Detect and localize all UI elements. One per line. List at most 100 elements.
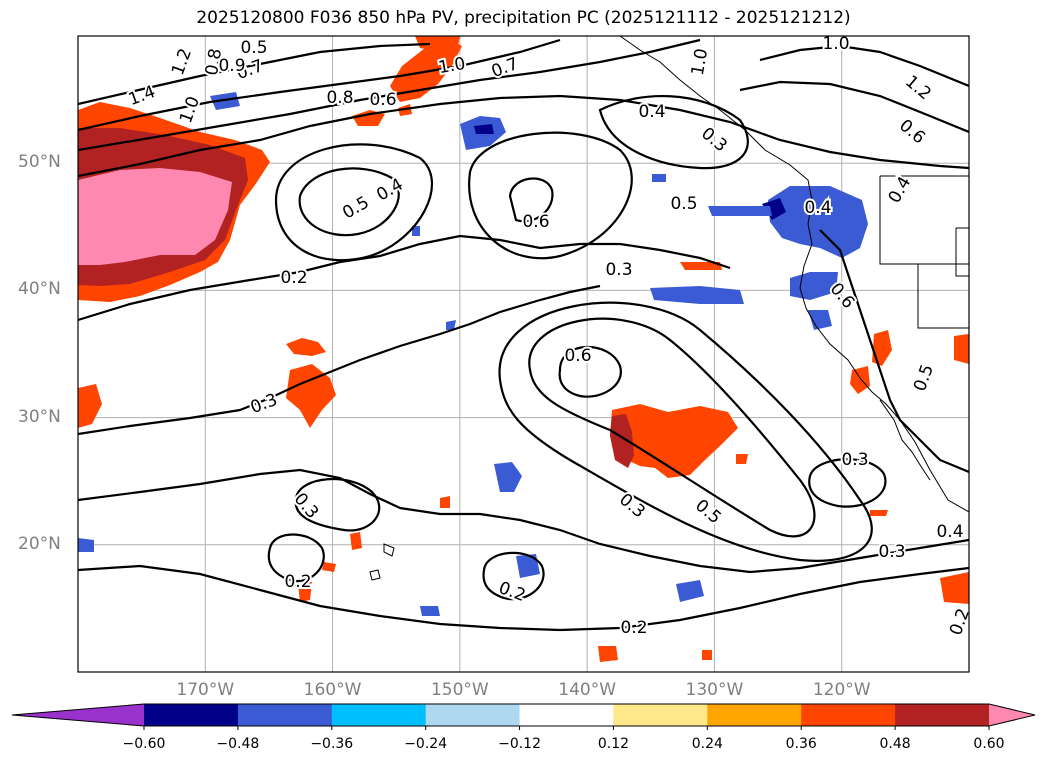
contour-small-south bbox=[482, 551, 545, 601]
contour-small-east bbox=[808, 458, 887, 508]
contour-label: 0.2 bbox=[280, 268, 307, 288]
contour-label: 0.9 bbox=[218, 56, 245, 76]
colorbar-tick-label: −0.60 bbox=[122, 736, 166, 752]
contour-sub-1 bbox=[558, 345, 622, 398]
contour-label: 0.3 bbox=[878, 542, 905, 562]
lon-tick-label: 140°W bbox=[558, 680, 617, 700]
state-border-3 bbox=[917, 264, 969, 329]
contour-label: 0.4 bbox=[936, 522, 963, 542]
contour-ne-1 bbox=[759, 44, 969, 88]
lon-tick-label: 150°W bbox=[430, 680, 489, 700]
neg-blob-small-3 bbox=[446, 320, 456, 330]
precip-shading-negative bbox=[78, 92, 868, 616]
precip-coast-4 bbox=[940, 572, 969, 604]
precip-blob-west-edge bbox=[78, 384, 102, 428]
contour-label: 0.4 bbox=[638, 102, 665, 122]
precip-small-6 bbox=[322, 562, 336, 572]
contour-label: 0.6 bbox=[369, 90, 396, 110]
colorbar-segment bbox=[425, 704, 521, 726]
colorbar-segment bbox=[144, 704, 239, 726]
colorbar-tick-label: 0.60 bbox=[973, 736, 1005, 752]
precip-coast-2 bbox=[850, 366, 870, 394]
contour-sub-4 bbox=[78, 468, 969, 574]
precip-small-5 bbox=[350, 532, 362, 550]
contour-ne-2 bbox=[739, 80, 969, 134]
precip-small-9 bbox=[702, 650, 712, 660]
contour-sub-5 bbox=[78, 564, 969, 632]
precip-blob-west-2 bbox=[286, 338, 326, 356]
lon-tick-label: 170°W bbox=[176, 680, 235, 700]
colorbar-segment bbox=[895, 704, 990, 726]
contour-label: 1.0 bbox=[822, 34, 849, 54]
neg-blob-ne-strip bbox=[708, 206, 772, 216]
coastline-mexico-gulf bbox=[879, 399, 931, 481]
contour-sub-3 bbox=[498, 301, 873, 562]
precip-small-10 bbox=[736, 454, 748, 464]
colorbar-segment bbox=[237, 704, 333, 726]
pv-contours bbox=[78, 38, 969, 632]
precip-small-8 bbox=[598, 646, 618, 662]
colorbar-extend-min bbox=[12, 704, 144, 726]
neg-blob-sub-3 bbox=[676, 580, 704, 602]
neg-blob-ne-core bbox=[762, 198, 786, 220]
contour-low-1 bbox=[298, 167, 400, 237]
contour-jet-1 bbox=[78, 42, 431, 106]
figure-title: 2025120800 F036 850 hPa PV, precipitatio… bbox=[196, 8, 851, 28]
contour-wave-2 bbox=[78, 284, 601, 436]
colorbar-tick-label: 0.36 bbox=[785, 736, 817, 752]
neg-blob-ne-outer bbox=[768, 186, 868, 258]
neg-blob-small-2 bbox=[412, 226, 420, 236]
lon-tick-label: 130°W bbox=[685, 680, 744, 700]
colorbar-extend-max bbox=[989, 704, 1035, 726]
coastlines bbox=[369, 36, 969, 581]
neg-blob-sub-4 bbox=[420, 606, 440, 616]
colorbar-segment bbox=[613, 704, 708, 726]
neg-blob-north-1-core bbox=[474, 124, 494, 134]
contour-sub-2 bbox=[528, 317, 816, 538]
contour-label: 0.5 bbox=[670, 194, 697, 214]
colorbar-segment bbox=[519, 704, 614, 726]
precip-coast-3 bbox=[954, 334, 969, 364]
contour-wave-1 bbox=[78, 234, 731, 322]
contour-jet-3 bbox=[78, 38, 701, 152]
precip-blob-west-1 bbox=[286, 364, 336, 428]
neg-blob-mid-1 bbox=[650, 286, 744, 304]
colorbar-tick-label: 0.24 bbox=[691, 736, 723, 752]
contour-label: 0.2 bbox=[620, 618, 647, 638]
lat-tick-label: 50°N bbox=[18, 152, 61, 173]
lat-tick-label: 30°N bbox=[18, 406, 61, 427]
contour-low-2 bbox=[274, 143, 433, 262]
lat-tick-label: 20°N bbox=[18, 533, 61, 554]
precip-small-11 bbox=[870, 510, 888, 516]
precip-blob-central-core bbox=[610, 414, 634, 468]
precip-small-3 bbox=[680, 262, 722, 270]
contour-label: 1.0 bbox=[688, 47, 712, 77]
contour-label: 0.5 bbox=[240, 38, 267, 58]
lon-tick-label: 120°W bbox=[812, 680, 871, 700]
contour-label: 0.6 bbox=[564, 346, 591, 366]
colorbar-tick-label: 0.12 bbox=[597, 736, 630, 752]
island-hawaii-2 bbox=[383, 543, 395, 557]
precip-blob-north-top bbox=[415, 36, 460, 52]
precip-coast-1 bbox=[872, 330, 892, 366]
colorbar-tick-label: −0.24 bbox=[404, 736, 448, 752]
contour-label: 0.3 bbox=[841, 450, 868, 470]
neg-blob-north-2 bbox=[210, 92, 240, 110]
contour-label: 0.4 bbox=[804, 198, 831, 218]
colorbar-segment bbox=[331, 704, 427, 726]
colorbar-tick-label: −0.48 bbox=[216, 736, 260, 752]
island-hawaii-1 bbox=[369, 569, 381, 581]
contour-small-west bbox=[294, 477, 381, 532]
contour-coast-1 bbox=[598, 94, 749, 170]
precip-shading-positive bbox=[78, 36, 969, 662]
contour-jet-2 bbox=[78, 38, 561, 132]
colorbar-tick-label: −0.36 bbox=[310, 736, 354, 752]
contour-label: 0.3 bbox=[605, 260, 632, 280]
state-border-4 bbox=[955, 227, 969, 277]
neg-blob-small-1 bbox=[652, 174, 666, 182]
contour-jet-4 bbox=[78, 94, 969, 178]
map-frame-border bbox=[77, 35, 970, 673]
contour-small-sw bbox=[267, 533, 325, 583]
colorbar-tick-label: −0.12 bbox=[498, 736, 541, 752]
